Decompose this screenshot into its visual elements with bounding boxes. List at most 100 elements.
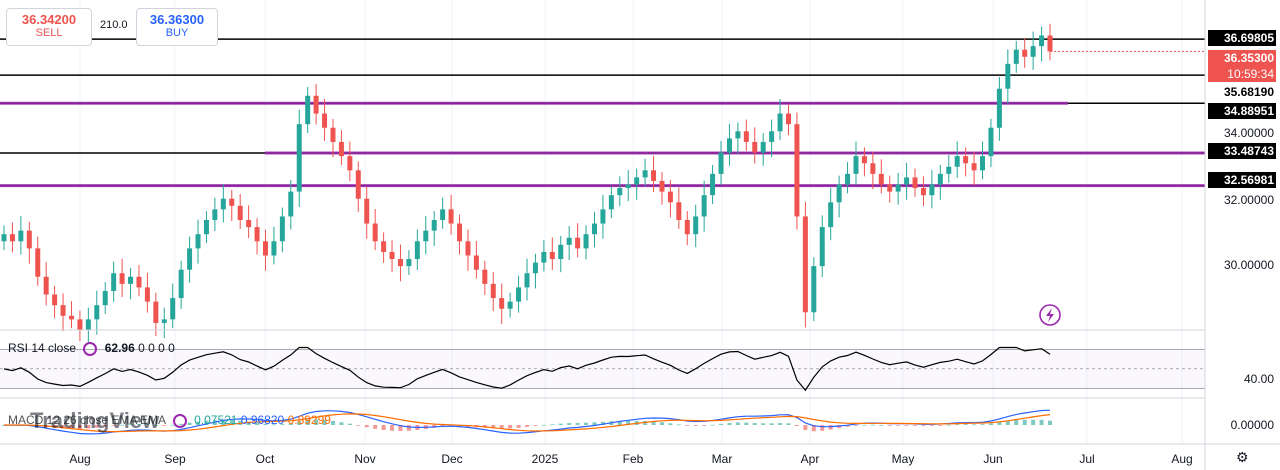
macd-histogram-bar xyxy=(997,422,1002,425)
macd-tick: 0.00000 xyxy=(1230,418,1274,432)
macd-histogram-bar xyxy=(111,425,116,426)
macd-histogram-bar xyxy=(828,425,833,430)
macd-histogram-bar xyxy=(330,420,335,425)
candle-body xyxy=(60,305,66,316)
macd-histogram-bar xyxy=(769,423,774,425)
macd-histogram-bar xyxy=(870,424,875,426)
macd-histogram-bar xyxy=(204,420,209,425)
macd-histogram-bar xyxy=(136,424,141,425)
candle-body xyxy=(625,184,631,189)
candle-body xyxy=(271,241,277,256)
candle-body xyxy=(524,273,530,288)
candle-body xyxy=(853,156,859,174)
candle-body xyxy=(651,170,657,181)
macd-histogram-bar xyxy=(1048,420,1052,425)
candle-body xyxy=(423,230,429,242)
candle-body xyxy=(414,241,420,260)
macd-histogram-bar xyxy=(229,419,234,425)
candle-body xyxy=(1030,46,1036,57)
macd-histogram-bar xyxy=(398,425,403,432)
macd-histogram-bar xyxy=(567,423,572,425)
candle-body xyxy=(85,319,91,330)
candle-body xyxy=(710,173,716,196)
time-tick: Nov xyxy=(354,452,376,466)
candle-body xyxy=(912,177,918,189)
macd-histogram-bar xyxy=(356,425,361,426)
candle-body xyxy=(170,298,176,320)
candle-body xyxy=(440,209,446,220)
rsi-title[interactable]: RSI 14 close 62.96 0 0 0 0 xyxy=(8,341,175,356)
macd-histogram-bar xyxy=(752,423,757,425)
candle-body xyxy=(338,141,344,157)
buy-button[interactable]: 36.36300 BUY xyxy=(136,8,218,46)
macd-value-3: 0.89299 xyxy=(287,413,331,427)
macd-histogram-bar xyxy=(491,425,496,429)
candle-body xyxy=(794,124,800,217)
candle-body xyxy=(861,156,867,164)
spread-value: 210.0 xyxy=(100,19,128,31)
candle-body xyxy=(735,131,741,139)
settings-circle-icon[interactable] xyxy=(172,413,187,428)
candle-body xyxy=(667,191,673,203)
macd-title[interactable]: MACD 12 26 close EMA EMA 0.07521 0.96820… xyxy=(8,413,331,428)
candle-body xyxy=(920,188,926,196)
candle-body xyxy=(18,230,24,242)
macd-histogram-bar xyxy=(77,425,82,429)
macd-histogram-bar xyxy=(584,422,589,425)
macd-histogram-bar xyxy=(1039,419,1044,425)
flash-icon[interactable] xyxy=(1039,304,1061,326)
candle-body xyxy=(111,273,117,291)
macd-histogram-bar xyxy=(550,424,555,426)
candle-body xyxy=(946,166,952,174)
macd-histogram-bar xyxy=(676,424,681,426)
buy-price: 36.36300 xyxy=(149,12,205,27)
sell-button[interactable]: 36.34200 SELL xyxy=(6,8,92,46)
macd-histogram-bar xyxy=(390,425,395,431)
candle-body xyxy=(870,163,876,174)
macd-histogram-bar xyxy=(710,424,715,426)
candle-body xyxy=(971,163,977,171)
macd-histogram-bar xyxy=(170,424,175,426)
candle-body xyxy=(52,294,58,306)
settings-circle-icon[interactable] xyxy=(83,341,98,356)
macd-histogram-bar xyxy=(803,425,808,431)
macd-histogram-bar xyxy=(364,425,369,428)
candle-body xyxy=(473,255,479,270)
macd-histogram-bar xyxy=(592,422,597,425)
candle-body xyxy=(718,152,724,174)
candle-body xyxy=(153,301,159,323)
candle-body xyxy=(246,220,252,228)
time-tick: Apr xyxy=(800,452,820,466)
macd-histogram-bar xyxy=(322,419,327,425)
candle-body xyxy=(347,156,353,171)
time-tick: May xyxy=(891,452,915,466)
candle-body xyxy=(389,251,395,260)
macd-histogram-bar xyxy=(162,425,167,426)
candle-body xyxy=(1005,63,1011,89)
signal-line xyxy=(4,413,1051,433)
candle-body xyxy=(693,216,699,235)
candle-body xyxy=(397,259,403,267)
macd-histogram-bar xyxy=(347,423,352,425)
candle-body xyxy=(296,124,302,192)
candle-body xyxy=(937,173,943,185)
macd-histogram-bar xyxy=(187,422,192,425)
macd-histogram-bar xyxy=(373,425,378,429)
macd-histogram-bar xyxy=(896,425,901,426)
macd-histogram-bar xyxy=(820,425,825,431)
candle-body xyxy=(237,205,243,220)
macd-histogram-bar xyxy=(120,424,125,426)
candle-body xyxy=(760,141,766,153)
candle-body xyxy=(330,127,336,142)
price-tick: 34.00000 xyxy=(1223,126,1274,140)
macd-histogram-bar xyxy=(719,423,724,425)
candle-body xyxy=(583,234,589,249)
candle-body xyxy=(726,138,732,153)
candle-body xyxy=(1039,35,1045,47)
candle-body xyxy=(465,241,471,256)
macd-histogram-bar xyxy=(938,425,943,426)
settings-gear-icon[interactable]: ⚙ xyxy=(1236,449,1249,465)
candle-body xyxy=(684,220,690,235)
candle-body xyxy=(507,301,513,309)
